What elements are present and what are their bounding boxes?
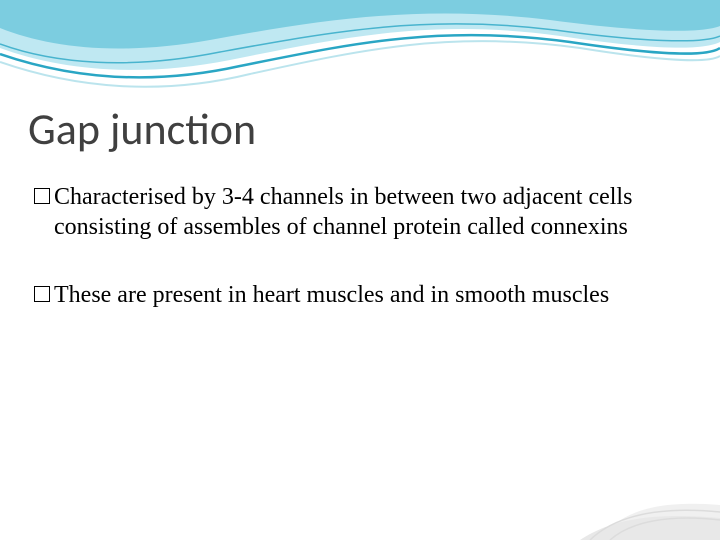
bullet-spacing: [34, 242, 686, 280]
corner-swirl-decoration: [580, 450, 720, 540]
bullet-item: These are present in heart muscles and i…: [34, 280, 686, 310]
slide: Gap junction Characterised by 3-4 channe…: [0, 0, 720, 540]
bullet-text: Characterised by 3-4 channels in between…: [54, 182, 686, 242]
bullet-marker-icon: [34, 286, 50, 302]
bullet-text: These are present in heart muscles and i…: [54, 280, 686, 310]
bullet-item: Characterised by 3-4 channels in between…: [34, 182, 686, 242]
slide-title: Gap junction: [28, 102, 256, 156]
bullet-marker-icon: [34, 188, 50, 204]
slide-body: Characterised by 3-4 channels in between…: [34, 182, 686, 310]
